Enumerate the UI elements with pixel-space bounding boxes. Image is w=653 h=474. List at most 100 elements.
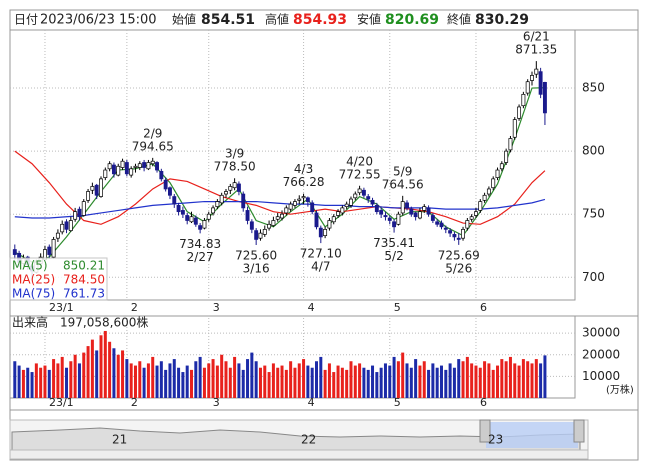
candle-body	[133, 165, 138, 168]
volume-bar	[358, 363, 362, 398]
candle-body	[94, 184, 99, 196]
navigator-window[interactable]	[486, 422, 578, 448]
candle-body	[379, 210, 384, 215]
annotation-value: 766.28	[283, 175, 325, 189]
header-label: 日付	[14, 13, 38, 27]
candle-body	[495, 169, 500, 178]
candle-body	[193, 217, 198, 225]
candle-body	[530, 75, 534, 81]
candle-body	[249, 221, 254, 230]
volume-bar	[465, 356, 469, 398]
scrollbar[interactable]	[9, 449, 589, 460]
volume-bar	[198, 356, 202, 398]
candle-body	[215, 201, 220, 207]
candle-body	[405, 202, 409, 209]
candle-body	[323, 228, 328, 237]
candle-body	[349, 198, 353, 206]
volume-bar	[271, 363, 275, 398]
volume-bar	[310, 367, 314, 398]
candle-body	[396, 213, 401, 225]
x-tick-label: 23/1	[49, 396, 74, 409]
candle-body	[331, 216, 336, 223]
volume-bar	[534, 359, 538, 398]
candle-body	[318, 227, 323, 238]
volume-bar	[73, 354, 77, 398]
volume-bar	[431, 363, 435, 398]
candle-body	[211, 207, 216, 214]
candle-body	[159, 170, 164, 180]
volume-bar	[190, 369, 194, 398]
navigator-handle[interactable]	[573, 419, 585, 443]
volume-bar	[371, 365, 375, 398]
navigator-label: 21	[112, 433, 127, 447]
volume-bar	[133, 365, 137, 398]
candle-body	[111, 164, 116, 175]
candle-body	[189, 216, 194, 223]
volume-bar	[215, 365, 219, 398]
candle-body	[172, 196, 177, 205]
annotation-value: 764.56	[382, 177, 424, 191]
volume-bar	[470, 363, 474, 398]
candle-body	[236, 183, 241, 192]
candle-body	[353, 193, 358, 199]
candle-body	[129, 168, 134, 176]
candle-body	[422, 206, 427, 211]
y-tick-label: 750	[582, 207, 605, 221]
volume-bar	[444, 369, 448, 398]
header-value: 830.29	[475, 12, 529, 28]
volume-bar	[39, 367, 43, 398]
annotation-date: 5/2	[384, 249, 403, 263]
volume-bar	[155, 365, 159, 398]
header-label: 安値	[357, 12, 381, 27]
volume-bar	[513, 363, 517, 398]
candle-body	[51, 239, 56, 258]
navigator-handle[interactable]	[479, 419, 491, 443]
volume-bar	[112, 348, 116, 398]
x-tick-label: 3	[213, 396, 220, 409]
candle-body	[525, 81, 530, 94]
candle-body	[90, 186, 95, 191]
y-tick-label: 10000	[582, 369, 620, 383]
volume-bar	[418, 365, 422, 398]
volume-bar	[159, 361, 163, 398]
candle-body	[392, 221, 397, 228]
candle-body	[435, 221, 440, 225]
x-tick-label: 2	[131, 301, 138, 314]
candle-body	[68, 220, 73, 231]
volume-bar	[207, 363, 211, 398]
candle-body	[374, 205, 379, 213]
candle-body	[176, 205, 181, 213]
candle-body	[400, 201, 405, 214]
annotation-value: 735.41	[373, 236, 415, 250]
candle-body	[478, 201, 483, 211]
candle-body	[77, 208, 82, 218]
candle-body	[499, 163, 504, 170]
candle-body	[73, 211, 78, 220]
candle-body	[314, 212, 319, 228]
volume-bar	[379, 367, 383, 398]
y-tick-label: 30000	[582, 326, 620, 340]
volume-bar	[185, 365, 189, 398]
volume-bar	[220, 354, 224, 398]
volume-bar	[164, 369, 168, 398]
candle-body	[137, 163, 142, 168]
annotation-value: 794.65	[132, 139, 174, 153]
candle-body	[542, 81, 547, 114]
volume-bar	[30, 372, 34, 398]
volume-bar	[474, 365, 478, 398]
volume-bar	[539, 363, 543, 398]
candle-body	[336, 211, 341, 216]
annotation-value: 871.35	[515, 43, 557, 57]
candle-body	[47, 246, 52, 255]
volume-bar	[108, 341, 112, 398]
candle-body	[293, 201, 297, 206]
volume-bar	[168, 363, 172, 398]
volume-bar	[125, 359, 129, 398]
candle-body	[383, 215, 388, 218]
volume-bar	[121, 350, 125, 398]
candle-body	[469, 216, 474, 220]
volume-bar	[491, 369, 495, 398]
annotation-date: 6/21	[523, 30, 550, 44]
candle-body	[120, 160, 125, 168]
